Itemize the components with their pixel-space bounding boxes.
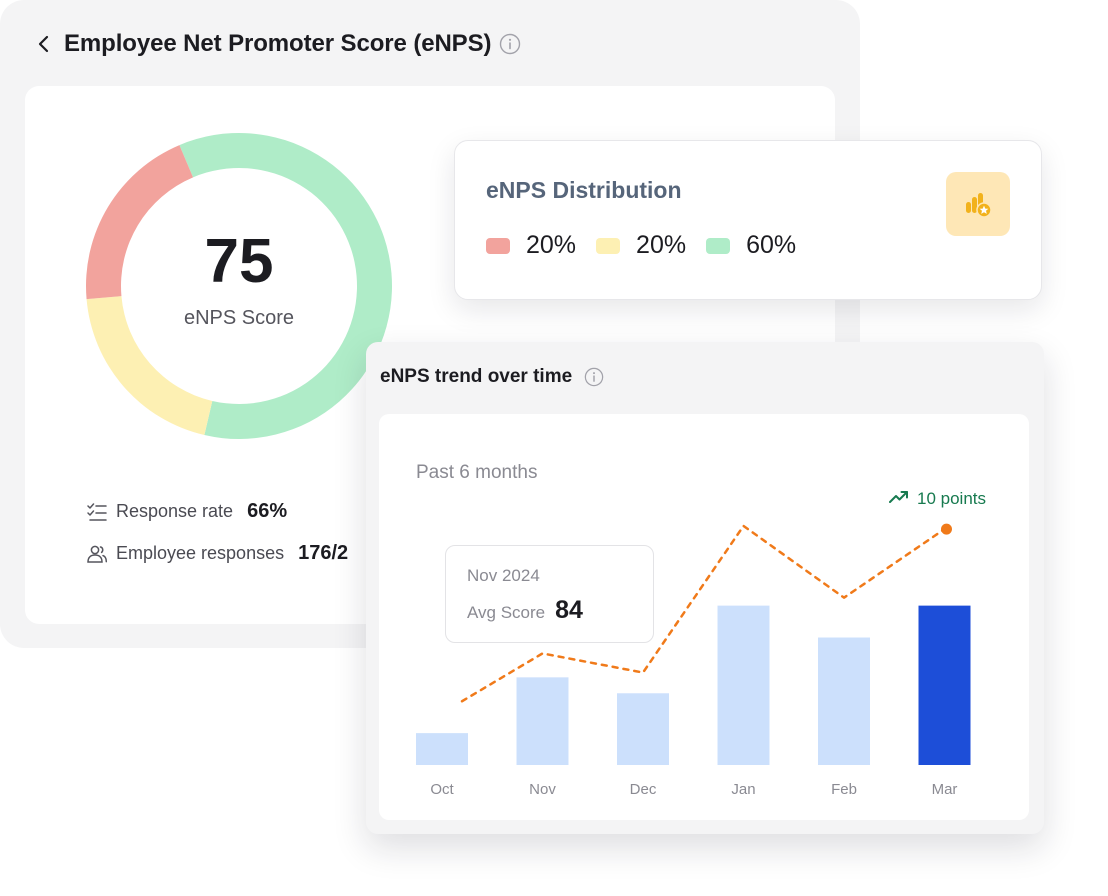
tooltip-value: 84 [555,596,583,624]
delta-text: 10 points [917,489,986,508]
distribution-item-promoters: 60% [706,231,796,260]
stat-label: Response rate [116,501,234,521]
x-tick-label: Oct [430,781,454,798]
tooltip-label: Avg Score [467,603,546,622]
page-title: Employee Net Promoter Score (eNPS) [64,30,492,57]
trend-endpoint-marker[interactable] [941,523,952,535]
enps-score-value: 75 [204,226,274,296]
bar-nov[interactable] [516,677,569,765]
chevron-left-icon[interactable] [32,32,56,56]
info-icon[interactable] [499,33,521,55]
trend-chart-panel: Oct Nov Dec Jan Feb Mar Past 6 months 10 poin… [379,414,1029,820]
users-icon [86,543,108,565]
info-icon[interactable] [584,367,604,387]
chart-tooltip: Nov 2024 Avg Score 84 [445,545,654,643]
trend-line [460,524,946,703]
donut-segment-detractors[interactable] [86,145,194,300]
stat-response-rate: Response rate 66% [86,500,287,523]
color-swatch [486,237,510,254]
trend-header: eNPS trend over time [380,366,604,388]
distribution-percent: 60% [746,231,797,259]
x-tick-label: Nov [529,781,556,798]
distribution-item-detractors: 20% [486,231,576,260]
checklist-icon [86,501,108,523]
tooltip-date: Nov 2024 [467,566,540,585]
stat-value: 176/2 [298,542,349,564]
donut-segment-passives[interactable] [86,296,213,436]
trend-title: eNPS trend over time [380,366,573,387]
coins-star-icon [946,172,1010,236]
donut-segment-promoters[interactable] [179,133,392,439]
bar-dec[interactable] [617,693,669,765]
distribution-legend: 20% 20% 60% [486,231,816,260]
distribution-percent: 20% [526,231,577,259]
stat-employee-responses: Employee responses 176/2 [86,542,348,565]
distribution-title: eNPS Distribution [486,177,682,203]
page-header: Employee Net Promoter Score (eNPS) [32,28,521,60]
trending-up-icon [889,490,909,509]
distribution-item-passives: 20% [596,231,686,260]
enps-distribution-card: eNPS Distribution 20% 20% 60% [454,140,1042,300]
trend-delta: 10 points [889,489,986,509]
bar-mar[interactable] [918,605,971,765]
x-tick-label: Mar [932,781,958,798]
x-tick-label: Dec [630,781,657,798]
bar-oct[interactable] [416,733,468,765]
enps-donut-chart: 75 eNPS Score [85,132,393,440]
bar-jan[interactable] [717,605,770,765]
color-swatch [706,237,731,254]
distribution-percent: 20% [636,231,687,259]
trend-chart: Oct Nov Dec Jan Feb Mar [416,523,971,798]
x-tick-label: Feb [831,781,857,798]
enps-trend-card: eNPS trend over time Oct Nov Dec Jan Feb Mar … [366,342,1044,834]
color-swatch [596,237,621,254]
bar-feb[interactable] [818,637,870,766]
x-tick-label: Jan [731,781,755,798]
enps-score-label: eNPS Score [183,306,295,329]
period-label: Past 6 months [416,462,538,483]
stat-value: 66% [247,500,288,522]
stat-label: Employee responses [116,543,285,563]
